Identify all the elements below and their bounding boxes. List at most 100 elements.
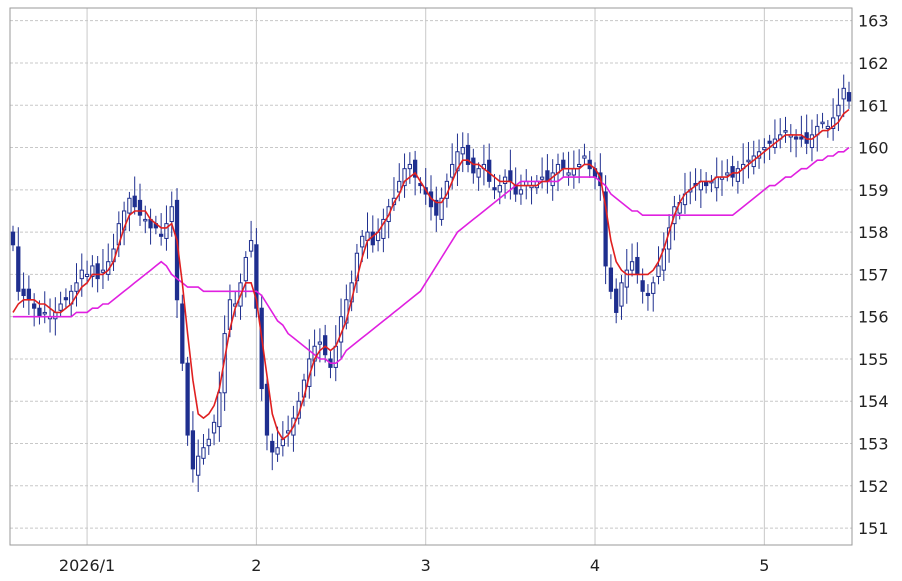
candle-body xyxy=(434,199,439,216)
candle-body xyxy=(333,345,338,368)
candle-body xyxy=(180,303,185,364)
candle-body xyxy=(402,168,407,187)
candle-body xyxy=(635,256,640,275)
plot-border xyxy=(9,7,853,546)
candle-body xyxy=(846,92,852,102)
x-tick-label: 3 xyxy=(421,556,431,575)
y-tick-label: 154 xyxy=(858,392,889,411)
candle-body xyxy=(539,176,545,180)
candle-body xyxy=(725,172,730,176)
ma-short-line xyxy=(12,108,850,441)
x-tick-label: 2026/1 xyxy=(59,556,115,575)
candle-body xyxy=(190,430,196,470)
candle-body xyxy=(32,303,37,309)
y-tick-label: 152 xyxy=(858,477,889,496)
candle-body xyxy=(645,292,651,297)
candle-body xyxy=(518,189,524,195)
x-tick-label: 2 xyxy=(251,556,261,575)
candle-body xyxy=(21,288,26,297)
candle-body xyxy=(196,455,201,476)
candle-body xyxy=(243,256,248,282)
moving-averages xyxy=(12,108,850,441)
candle-body xyxy=(651,282,656,294)
candle-body xyxy=(571,168,577,176)
x-axis-ticks: 2026/123456 xyxy=(59,556,770,575)
candle-body xyxy=(465,144,471,165)
y-tick-label: 160 xyxy=(858,139,889,158)
y-tick-label: 161 xyxy=(858,96,889,115)
candle-body xyxy=(439,197,444,220)
candle-body xyxy=(767,140,772,144)
candle-body xyxy=(730,166,735,178)
ma-long-line xyxy=(13,146,850,365)
candle-body xyxy=(164,223,169,239)
candle-body xyxy=(79,269,84,280)
candle-body xyxy=(762,147,767,151)
y-tick-label: 156 xyxy=(858,308,889,327)
candle-body xyxy=(412,159,418,178)
candle-body xyxy=(561,159,566,170)
candle-body xyxy=(497,185,502,193)
candle-body xyxy=(809,134,815,149)
candle-body xyxy=(26,288,32,301)
candle-body xyxy=(201,447,206,459)
candle-body xyxy=(248,240,254,252)
candle-body xyxy=(471,157,476,174)
x-tick-label: 4 xyxy=(590,556,600,575)
candle-body xyxy=(841,87,846,100)
candle-body xyxy=(783,130,788,133)
candle-body xyxy=(323,335,328,356)
candle-body xyxy=(577,163,582,168)
candle-body xyxy=(317,341,323,345)
candle-body xyxy=(550,172,555,187)
candle-body xyxy=(614,288,619,313)
x-tick-label: 5 xyxy=(759,556,769,575)
candles xyxy=(10,74,852,492)
candle-body xyxy=(460,147,465,155)
candle-body xyxy=(90,265,95,278)
candle-body xyxy=(185,362,190,436)
candle-body xyxy=(127,197,132,214)
candle-body xyxy=(169,206,174,223)
candle-body xyxy=(143,218,148,222)
candle-body xyxy=(217,392,222,428)
candle-body xyxy=(254,244,259,309)
candle-body xyxy=(619,282,624,307)
y-axis-ticks: 151 152 153 154 155 156 157 158 159 160 161 162 163 xyxy=(858,12,889,538)
y-tick-label: 158 xyxy=(858,223,889,242)
candle-body xyxy=(137,199,143,216)
y-tick-label: 151 xyxy=(858,519,889,538)
y-tick-label: 163 xyxy=(858,12,889,31)
candle-body xyxy=(629,261,635,271)
candle-body xyxy=(656,265,661,278)
candle-body xyxy=(508,170,513,182)
candle-body xyxy=(746,159,751,163)
candle-body xyxy=(608,267,614,292)
candle-body xyxy=(603,191,608,267)
candle-body xyxy=(487,159,492,182)
candle-body xyxy=(793,136,799,140)
candle-body xyxy=(95,263,100,280)
candle-body xyxy=(820,121,825,125)
candle-body xyxy=(370,231,375,246)
candle-body xyxy=(830,117,836,130)
candle-body xyxy=(37,307,42,318)
candle-body xyxy=(502,176,508,184)
candle-body xyxy=(270,440,275,453)
candle-body xyxy=(566,172,571,176)
candle-body xyxy=(53,311,58,320)
candle-body xyxy=(42,311,47,315)
candle-body xyxy=(275,447,280,455)
candle-body xyxy=(450,163,455,178)
candle-body xyxy=(624,269,629,288)
candle-body xyxy=(63,297,69,301)
candle-body xyxy=(476,168,481,178)
y-tick-label: 155 xyxy=(858,350,889,369)
candle-body xyxy=(640,280,645,292)
candle-body xyxy=(74,282,79,292)
candle-body xyxy=(58,303,63,311)
candle-body xyxy=(264,383,270,436)
candle-body xyxy=(397,180,402,193)
